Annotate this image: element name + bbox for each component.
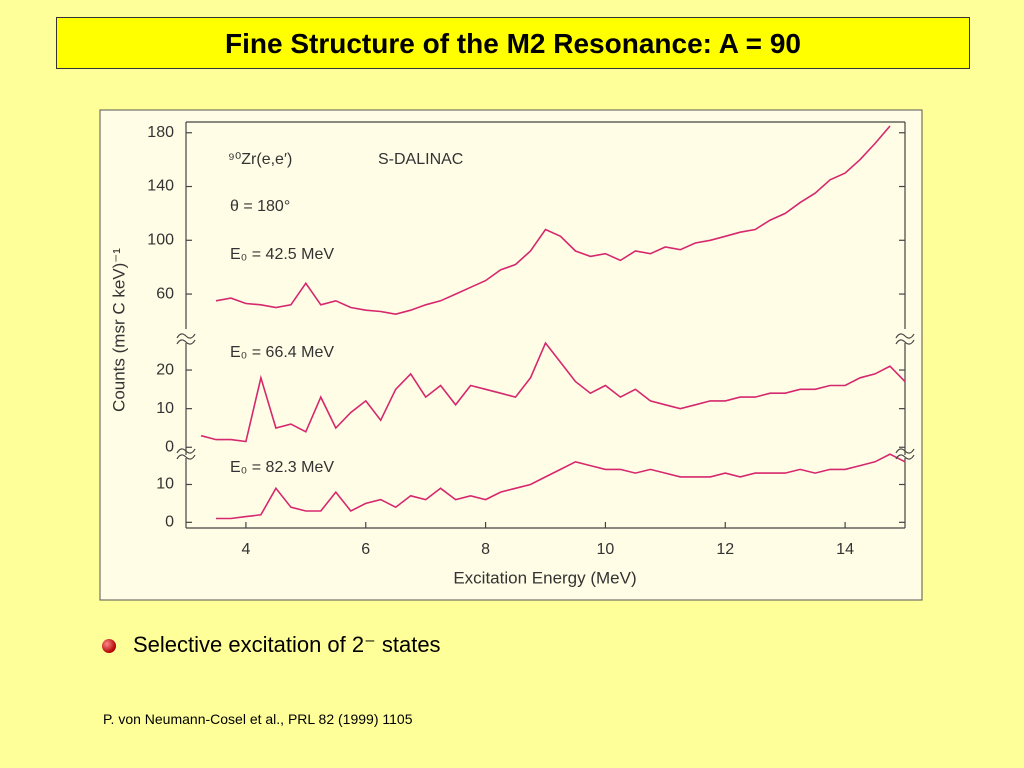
y-tick-label: 0 <box>165 438 174 455</box>
chart-frame <box>99 109 923 601</box>
annotation: θ = 180° <box>230 198 290 215</box>
bullet-text: Selective excitation of 2⁻ states <box>133 632 441 657</box>
annotation: S-DALINAC <box>378 151 463 168</box>
y-tick-label: 140 <box>147 178 174 195</box>
bullet-icon <box>102 639 116 653</box>
axis-break <box>176 333 196 345</box>
annotation: E₀ = 66.4 MeV <box>230 344 334 361</box>
y-tick-label: 20 <box>156 361 174 378</box>
annotation: E₀ = 42.5 MeV <box>230 246 334 263</box>
y-axis-label: Counts (msr C keV)⁻¹ <box>109 248 128 412</box>
annotation: ⁹⁰Zr(e,e′) <box>228 151 292 168</box>
x-tick-label: 4 <box>241 541 250 558</box>
x-tick-label: 10 <box>597 541 615 558</box>
spectrum-line <box>200 341 906 443</box>
slide-title: Fine Structure of the M2 Resonance: A = … <box>56 17 970 69</box>
spectrum-line <box>215 125 891 316</box>
citation: P. von Neumann-Cosel et al., PRL 82 (199… <box>103 711 413 727</box>
y-tick-label: 180 <box>147 124 174 141</box>
axis-break <box>176 448 196 460</box>
y-tick-label: 10 <box>156 400 174 417</box>
axis-break <box>895 333 915 345</box>
x-axis-label: Excitation Energy (MeV) <box>453 568 636 587</box>
y-tick-label: 60 <box>156 285 174 302</box>
axis-break <box>895 448 915 460</box>
spectrum-line <box>216 453 906 520</box>
y-tick-label: 10 <box>156 476 174 493</box>
x-tick-label: 8 <box>481 541 490 558</box>
y-tick-label: 0 <box>165 514 174 531</box>
x-tick-label: 12 <box>716 541 734 558</box>
y-tick-label: 100 <box>147 232 174 249</box>
x-tick-label: 14 <box>836 541 854 558</box>
annotation: E₀ = 82.3 MeV <box>230 459 334 476</box>
x-tick-label: 6 <box>361 541 370 558</box>
